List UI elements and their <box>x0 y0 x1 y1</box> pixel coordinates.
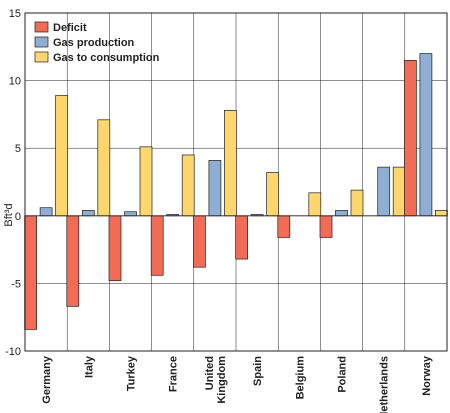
bar-deficit <box>235 215 248 260</box>
bar-gas-to-consumption <box>435 210 448 217</box>
bar-deficit <box>277 215 291 238</box>
legend-label: Deficit <box>53 22 87 34</box>
bar-series <box>24 53 448 330</box>
x-tick-label: Italy <box>83 355 95 378</box>
x-tick-label: France <box>168 356 180 392</box>
bar-gas-to-consumption <box>55 95 68 217</box>
bar-gas-to-consumption <box>181 154 195 217</box>
legend-swatch <box>34 21 49 33</box>
legend-label: Gas production <box>53 37 135 49</box>
legend: Deficit Gas production Gas to consumption <box>34 21 160 64</box>
x-tick-label: United <box>204 356 216 390</box>
bar-gas-production <box>208 160 222 217</box>
bar-gas-to-consumption <box>97 119 111 217</box>
bar-gas-production <box>335 210 348 217</box>
x-tick-label: Kingdom <box>216 356 228 404</box>
legend-swatch <box>34 51 49 63</box>
bar-gas-production <box>81 210 95 217</box>
plot-frame <box>24 12 448 352</box>
bar-gas-production <box>124 211 137 217</box>
bar-deficit <box>66 215 80 307</box>
legend-swatch <box>34 36 49 48</box>
y-tick-label: 10 <box>9 76 21 88</box>
bar-deficit <box>24 215 37 330</box>
y-tick-label: 0 <box>15 211 21 223</box>
bar-gas-to-consumption <box>350 189 364 217</box>
y-tick-label: 15 <box>9 8 21 20</box>
bar-gas-to-consumption <box>392 166 406 217</box>
x-tick-label: Belgium <box>294 356 306 400</box>
x-axis-ticks: Germany Italy Turkey France United Kingdom Spa… <box>41 355 433 413</box>
y-tick-label: -10 <box>5 346 21 358</box>
y-axis-ticks: 15 10 5 0 -5 -10 <box>5 8 21 358</box>
y-tick-label: -5 <box>11 278 21 290</box>
bar-deficit <box>319 215 333 238</box>
bar-deficit <box>150 215 164 276</box>
x-tick-label: Turkey <box>126 355 138 391</box>
bar-gas-production <box>377 166 391 217</box>
bar-gas-to-consumption <box>308 192 322 217</box>
x-tick-label: Norway <box>421 355 433 396</box>
bar-deficit <box>404 59 417 217</box>
x-tick-label: Germany <box>41 355 53 404</box>
legend-label: Gas to consumption <box>53 52 160 64</box>
y-tick-label: 5 <box>15 143 21 155</box>
x-tick-label: Spain <box>252 356 264 386</box>
bar-gas-to-consumption <box>139 146 153 217</box>
bar-gas-production <box>419 53 433 217</box>
y-axis-title: Bft³d <box>3 203 15 226</box>
x-tick-label: Netherlands <box>379 356 391 413</box>
bar-gas-to-consumption <box>224 109 237 217</box>
x-tick-label: Poland <box>337 356 349 393</box>
bar-gas-to-consumption <box>266 172 279 217</box>
bar-gas-production <box>39 207 53 217</box>
bar-deficit <box>108 215 122 282</box>
bar-deficit <box>193 215 206 268</box>
